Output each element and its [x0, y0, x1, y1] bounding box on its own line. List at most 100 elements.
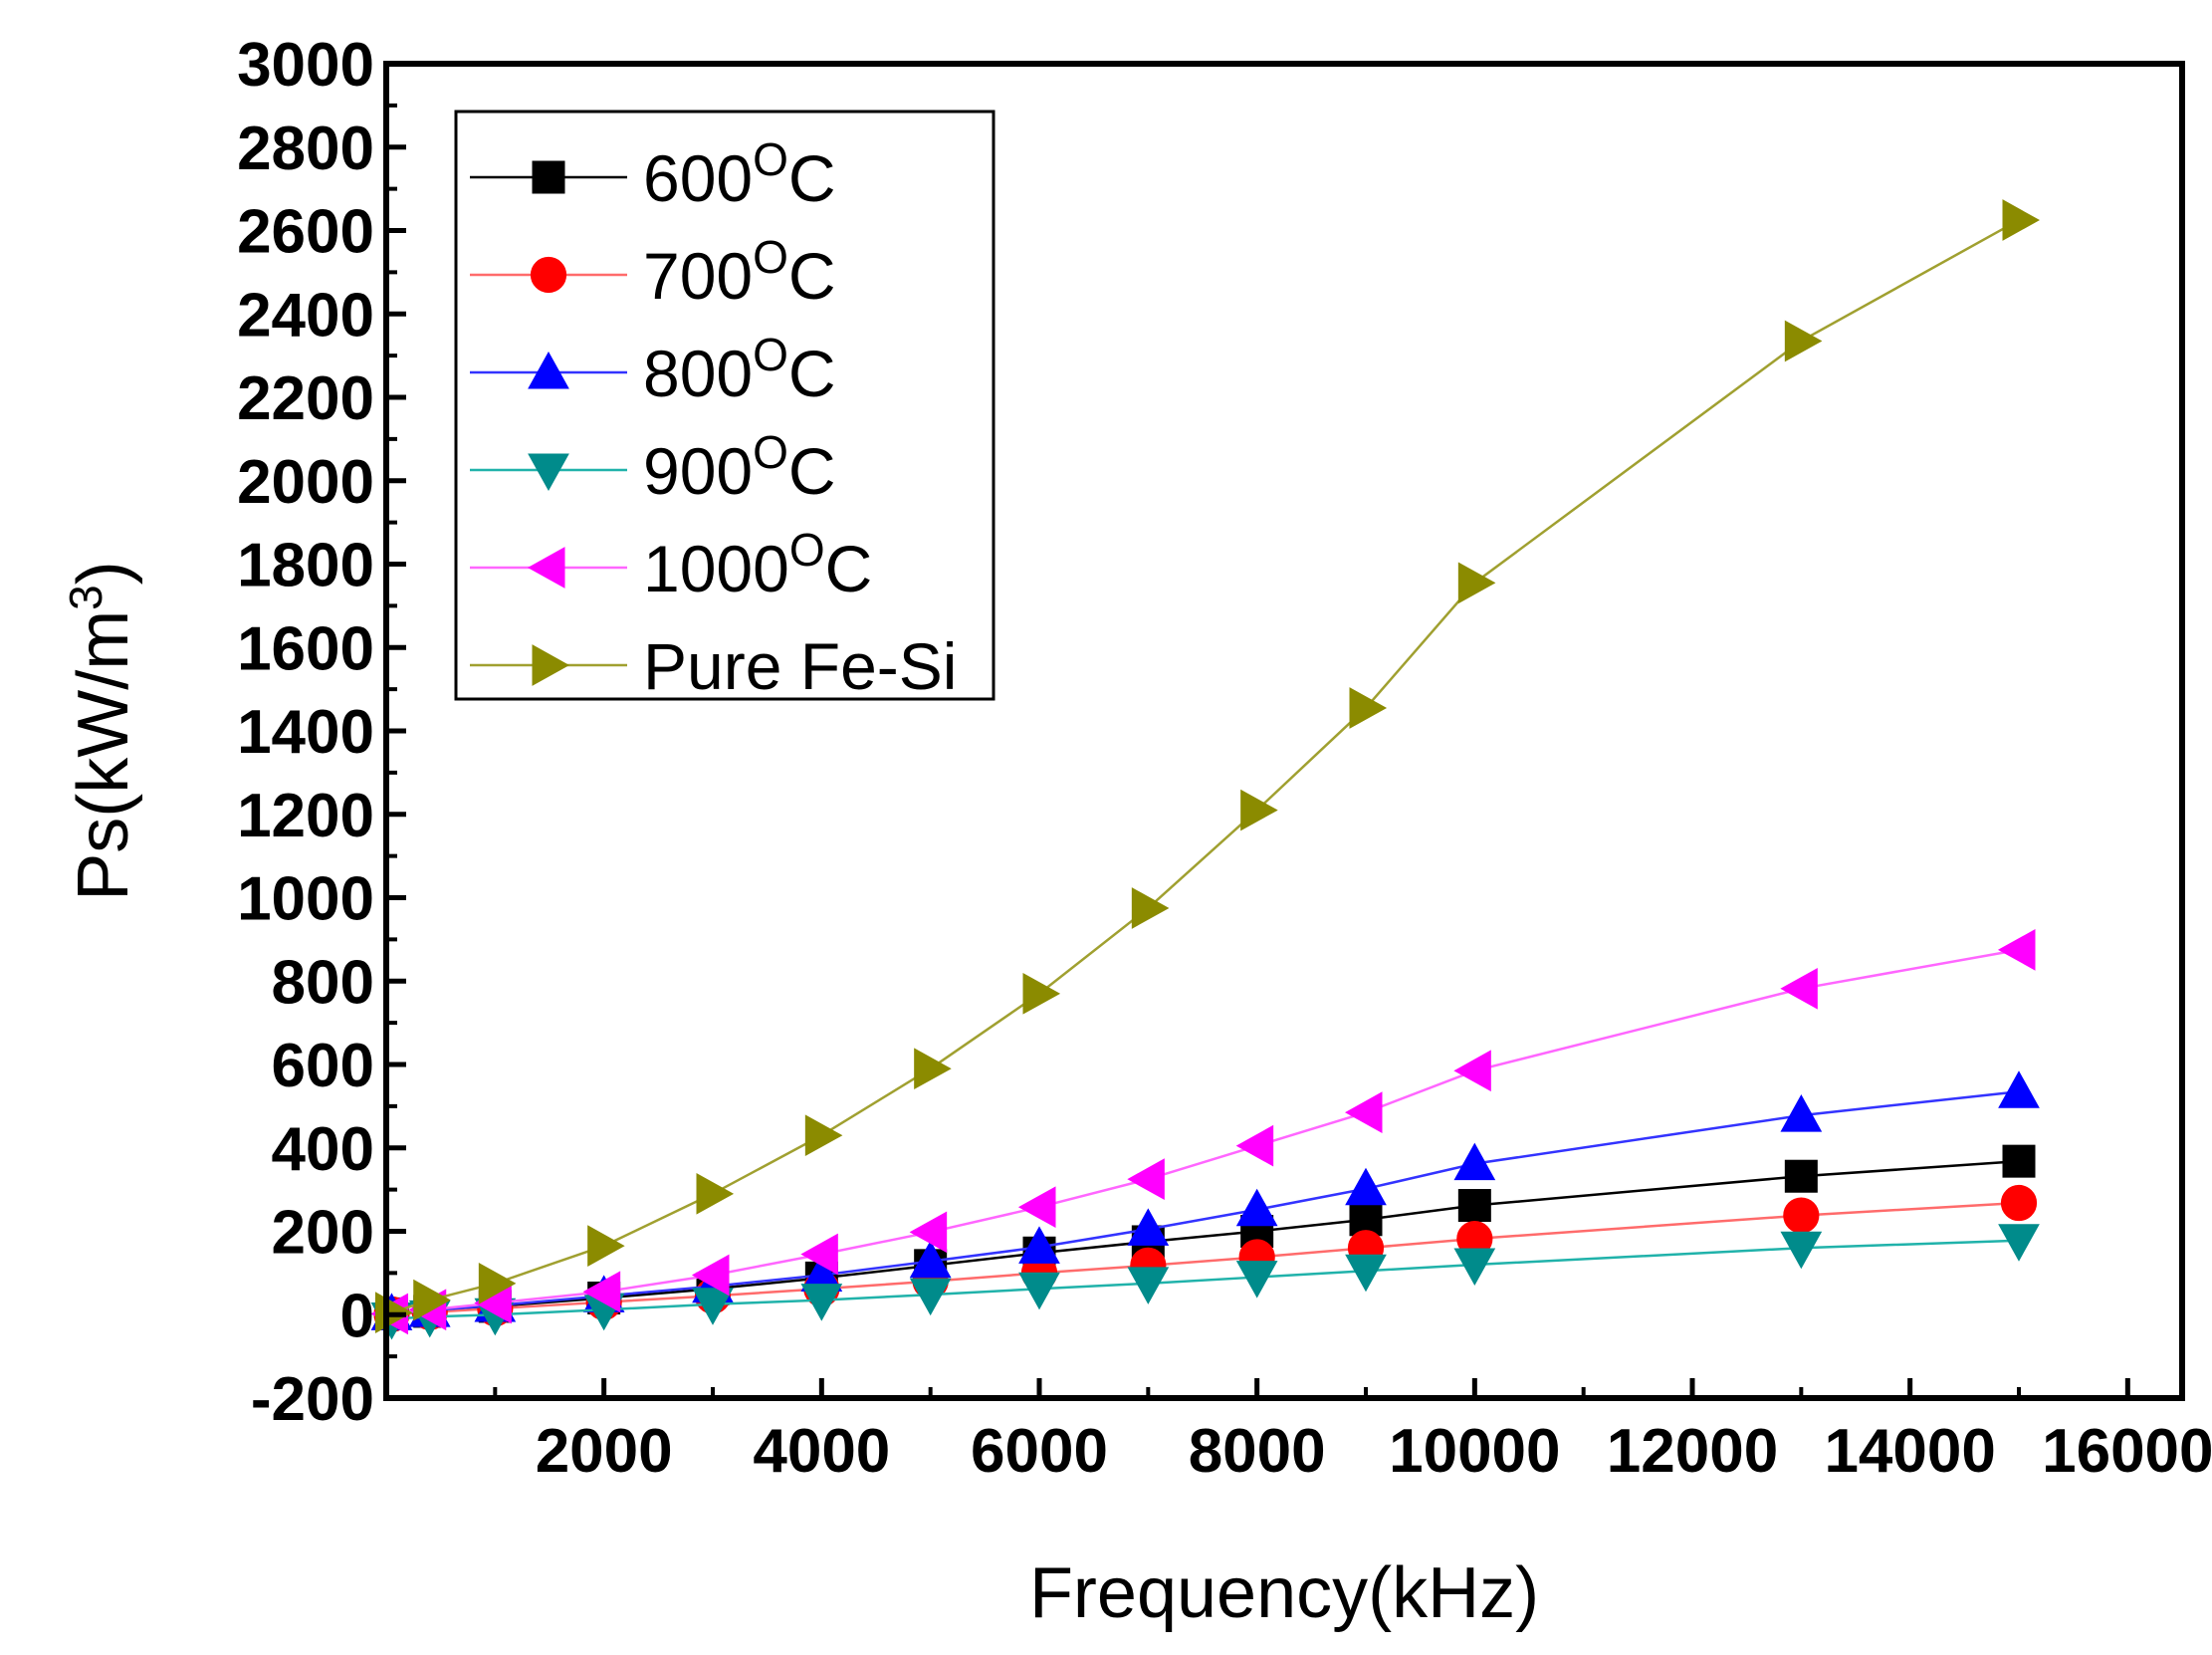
x-tick-label: 16000 — [2042, 1417, 2212, 1486]
series-2 — [370, 1070, 2040, 1330]
data-point — [413, 1279, 451, 1321]
data-point — [1235, 1124, 1274, 1167]
x-tick-label: 8000 — [1189, 1417, 1326, 1486]
legend-label: 600OC — [643, 133, 836, 215]
y-tick-label: 2200 — [237, 364, 374, 433]
data-point — [1022, 972, 1061, 1015]
y-tick-label: 2400 — [237, 281, 374, 350]
data-point — [1780, 967, 1818, 1010]
legend-entry: 800OC — [470, 329, 836, 410]
data-point — [1127, 1208, 1170, 1246]
legend-label-sup: O — [753, 329, 788, 380]
legend-marker — [532, 644, 570, 686]
data-point — [1457, 1189, 1491, 1223]
y-tick-label: 800 — [272, 948, 374, 1017]
series-line — [391, 1089, 2020, 1315]
data-point — [1783, 1197, 1820, 1234]
data-point — [1453, 1050, 1491, 1092]
data-point — [1131, 887, 1170, 929]
legend-entry: 900OC — [470, 426, 836, 508]
data-point — [909, 1240, 952, 1279]
x-tick-label: 12000 — [1607, 1417, 1778, 1486]
data-point — [1235, 1188, 1278, 1227]
data-point — [800, 1233, 838, 1276]
y-tick-label: 2800 — [237, 115, 374, 183]
data-point — [1345, 1167, 1387, 1206]
series-4 — [370, 928, 2036, 1335]
data-point — [1784, 320, 1823, 362]
x-tick-label: 6000 — [971, 1417, 1108, 1486]
data-point — [2002, 1144, 2036, 1178]
legend-label-main: 1000 — [643, 532, 789, 605]
legend-label-main: 900 — [643, 434, 753, 508]
legend-entry: 600OC — [470, 133, 836, 215]
y-tick-label: 2000 — [237, 448, 374, 517]
legend-label-sup: O — [753, 231, 788, 283]
legend-label: 700OC — [643, 231, 836, 313]
legend-label-tail: C — [788, 337, 836, 410]
data-point — [696, 1172, 735, 1215]
data-point — [1453, 1248, 1496, 1287]
legend-entry: 1000OC — [470, 524, 872, 605]
x-tick-label: 10000 — [1389, 1417, 1560, 1486]
series-line — [391, 948, 2020, 1315]
data-point — [1240, 789, 1278, 831]
legend-entry: 700OC — [470, 231, 836, 313]
data-point — [1453, 1142, 1496, 1181]
tick-labels: -200 0 200 400 600 800 1000 1200 1400 1600 1800 200… — [237, 31, 2212, 1486]
legend-marker — [527, 547, 565, 589]
data-point — [800, 1284, 843, 1321]
data-point — [1017, 1186, 1056, 1229]
data-point — [587, 1225, 625, 1268]
data-point — [1998, 1224, 2040, 1262]
series-line — [391, 1201, 2020, 1316]
legend-label-sup: O — [789, 524, 825, 576]
data-point — [1127, 1267, 1170, 1304]
data-point — [1780, 1094, 1823, 1132]
series-layer — [370, 199, 2041, 1340]
legend-label-tail: C — [788, 434, 836, 508]
y-axis-title-main: Ps(kW/m — [64, 610, 143, 901]
legend-marker — [528, 453, 569, 492]
legend-marker — [532, 160, 565, 194]
data-point — [1457, 562, 1496, 604]
data-point — [1018, 1226, 1060, 1264]
data-point — [691, 1254, 730, 1297]
y-tick-label: 1400 — [237, 698, 374, 767]
data-point — [909, 1211, 948, 1254]
legend-label-main: 700 — [643, 239, 753, 313]
legend-label-tail: C — [788, 141, 836, 215]
data-point — [909, 1278, 952, 1316]
legend-label-sup: O — [753, 426, 788, 478]
y-axis-title-tail: ) — [64, 561, 143, 585]
legend-marker — [530, 256, 567, 294]
data-point — [1784, 1159, 1818, 1193]
legend-label-main: 800 — [643, 337, 753, 410]
series-5 — [374, 199, 2041, 1334]
legend-label: 1000OC — [643, 524, 872, 605]
series-3 — [370, 1224, 2040, 1340]
y-axis-title-sup: 3 — [60, 585, 111, 610]
legend-marker — [528, 351, 569, 389]
legend-label: Pure Fe-Si — [643, 629, 957, 703]
y-tick-label: -200 — [251, 1365, 374, 1434]
data-point — [1997, 928, 2036, 971]
series-line — [391, 1159, 2020, 1315]
y-tick-label: 1800 — [237, 532, 374, 600]
data-point — [1345, 1254, 1387, 1293]
axes — [383, 61, 2185, 1401]
data-point — [478, 1262, 517, 1304]
y-tick-label: 400 — [272, 1115, 374, 1184]
data-point — [1018, 1272, 1060, 1310]
legend-entry: Pure Fe-Si — [470, 629, 957, 703]
data-point — [1780, 1231, 1823, 1270]
legend-box — [454, 110, 995, 701]
legend-label-main: 600 — [643, 141, 753, 215]
data-point — [1998, 1070, 2040, 1108]
data-point — [914, 1048, 952, 1090]
y-tick-label: 2600 — [237, 198, 374, 267]
x-axis-title: Frequency(kHz) — [1029, 1553, 1539, 1633]
y-tick-label: 1200 — [237, 782, 374, 850]
x-tick-label: 14000 — [1824, 1417, 1995, 1486]
